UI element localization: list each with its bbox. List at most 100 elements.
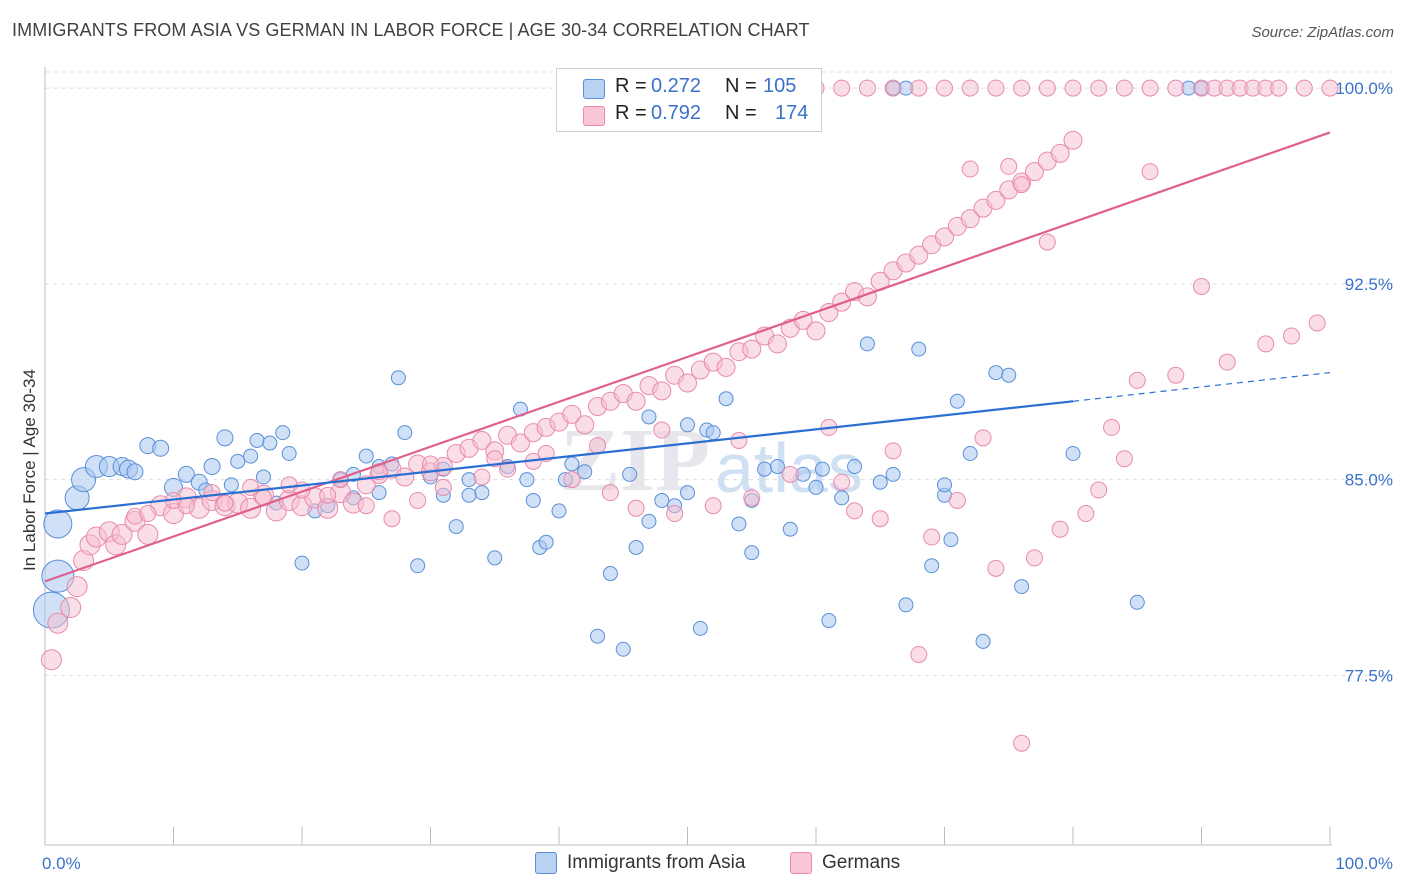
germans-point (1167, 79, 1185, 97)
asia-point (371, 485, 387, 501)
germans-point (1077, 505, 1095, 523)
asia-point (281, 446, 297, 461)
germans-point (240, 497, 262, 519)
asia-point (962, 446, 978, 461)
germans-point (1051, 520, 1069, 538)
germans-point (409, 491, 427, 509)
germans-point (139, 505, 157, 523)
asia-point (782, 521, 798, 537)
germans-point (1282, 327, 1300, 345)
germans-point (562, 404, 582, 424)
germans-point (216, 494, 234, 512)
asia-point (519, 472, 535, 488)
germans-point (357, 497, 375, 515)
asia-point (808, 479, 824, 495)
germans-point (986, 190, 1006, 210)
germans-point (1050, 143, 1070, 163)
asia-point (937, 477, 952, 493)
asia-point (911, 341, 927, 357)
germans-point (1000, 157, 1018, 175)
germans-point (833, 473, 851, 491)
chart-title: IMMIGRANTS FROM ASIA VS GERMAN IN LABOR … (12, 20, 810, 40)
germans-point (434, 478, 452, 496)
asia-point (243, 448, 259, 464)
germans-point (575, 415, 595, 435)
germans-point (961, 79, 979, 97)
series-immigrants-from-asia (32, 80, 1209, 657)
germans-point (203, 484, 221, 502)
germans-point (1321, 79, 1339, 97)
legend-label-asia: Immigrants from Asia (567, 852, 746, 873)
germans-point (1038, 79, 1056, 97)
germans-point (627, 499, 645, 517)
germans-point (1257, 335, 1275, 353)
asia-point (590, 628, 606, 644)
asia-trend-line (44, 400, 1074, 515)
asia-point (474, 485, 490, 501)
germans-point (1193, 277, 1210, 295)
legend-item-asia: Immigrants from Asia (535, 852, 745, 874)
y-tick-label: 85.0% (1345, 471, 1393, 490)
germans-point (1218, 353, 1236, 371)
asia-point (988, 365, 1004, 381)
germans-point (767, 334, 787, 354)
asia-point (692, 620, 708, 636)
asia-point (769, 459, 785, 475)
germans-point (137, 523, 159, 545)
asia-point (680, 485, 695, 501)
asia-point (577, 464, 593, 480)
germans-point (510, 433, 530, 453)
germans-point (1308, 314, 1326, 332)
asia-point (924, 558, 940, 574)
asia-point (230, 453, 246, 469)
germans-point (987, 559, 1005, 577)
legend-row-asia: R = 0.272 N = 105 (557, 75, 821, 103)
germans-point (40, 649, 62, 671)
legend-n-value: 174 (775, 102, 809, 124)
germans-point (422, 455, 439, 473)
germans-point (473, 468, 491, 486)
germans-point (742, 339, 762, 359)
asia-point (615, 641, 631, 657)
legend-label-germans: Germans (822, 852, 901, 873)
germans-point (563, 471, 581, 489)
asia-point (262, 435, 278, 451)
germans-point (910, 645, 928, 663)
legend-r-value: 0.792 (651, 102, 702, 124)
asia-point (654, 492, 670, 508)
germans-point (987, 79, 1005, 97)
germans-point (601, 484, 619, 502)
germans-point (1025, 549, 1043, 567)
germans-point (1063, 130, 1083, 150)
asia-point (731, 516, 747, 532)
asia-point (177, 465, 195, 483)
asia-point (814, 461, 830, 477)
asia-point (448, 519, 464, 535)
germans-point (1167, 366, 1185, 384)
y-tick-label: 92.5% (1345, 275, 1393, 294)
germans-point (242, 478, 260, 496)
asia-point (223, 477, 239, 493)
asia-point (628, 539, 644, 555)
legend-row-germans: R = 0.792 N = 174 (557, 102, 821, 130)
germans-point (1295, 79, 1313, 97)
germans-point (111, 523, 133, 545)
asia-point (43, 509, 73, 539)
germans-point (47, 612, 69, 634)
germans-point (910, 79, 928, 97)
germans-point (678, 373, 697, 393)
asia-point (249, 432, 265, 448)
asia-point (718, 391, 734, 407)
asia-point (275, 425, 291, 441)
germans-point (871, 510, 889, 528)
series-legend: Immigrants from Asia Germans (0, 852, 1406, 878)
germans-point (1064, 79, 1082, 97)
asia-point (1129, 594, 1145, 610)
asia-point (538, 534, 554, 550)
germans-point (652, 381, 672, 401)
asia-trend-extension (1072, 371, 1331, 402)
asia-point (847, 459, 863, 475)
germans-point (472, 430, 492, 450)
asia-point (564, 456, 580, 472)
